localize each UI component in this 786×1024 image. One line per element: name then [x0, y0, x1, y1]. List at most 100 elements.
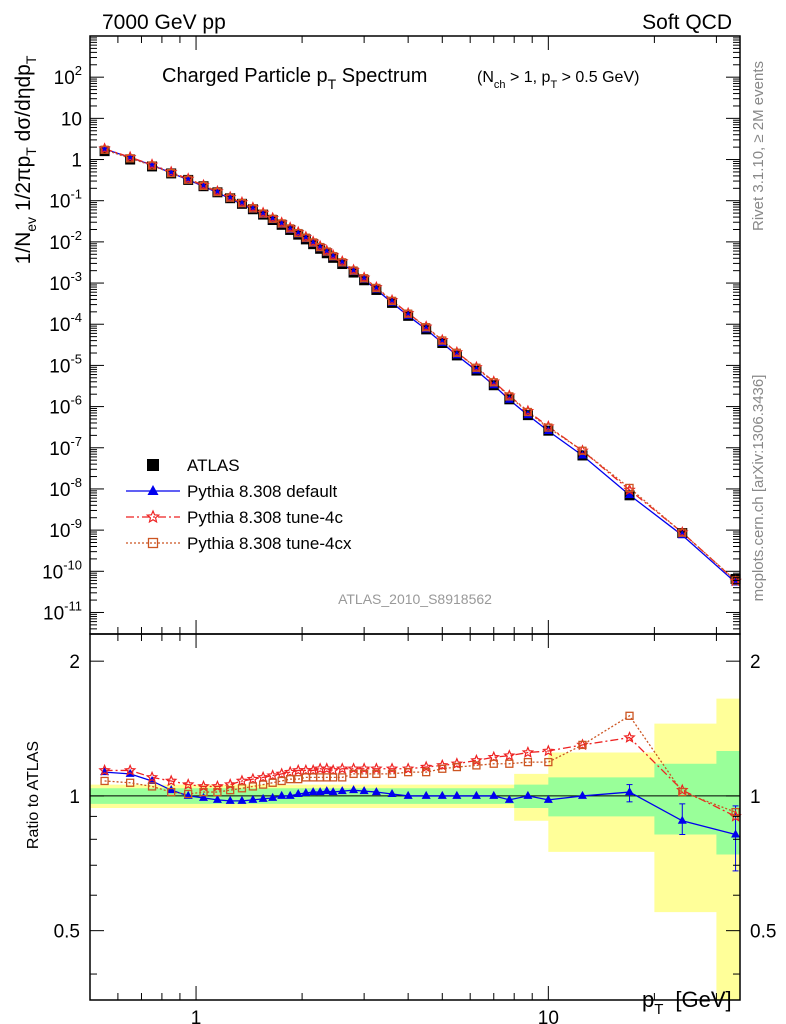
- main-point-3: [268, 214, 277, 223]
- ratio-band-inner: [90, 750, 740, 855]
- main-point-3: [338, 258, 347, 267]
- ratio-point-1: [337, 786, 347, 795]
- main-point-3: [184, 175, 193, 184]
- ratio-point-3: [438, 764, 447, 773]
- ratio-point-3: [489, 759, 498, 768]
- main-point-3: [286, 224, 295, 233]
- header-left: 7000 GeV pp: [102, 11, 226, 34]
- ratio-point-3: [147, 782, 157, 791]
- ratio-point-3: [277, 776, 286, 786]
- ratio-band-outer: [90, 698, 740, 1000]
- ratio-point-3: [268, 778, 277, 787]
- ratio-y-tick-label-right: 1: [750, 787, 761, 808]
- ratio-point-2: [326, 763, 340, 776]
- ratio-point-1: [268, 792, 278, 801]
- main-plot-series: [98, 142, 742, 587]
- legend-label: Pythia 8.308 default: [187, 482, 338, 501]
- ratio-point-2: [164, 774, 178, 787]
- ratio-point-1: [421, 790, 431, 799]
- tick-marks: [89, 36, 740, 1000]
- legend-label: Pythia 8.308 tune-4c: [187, 508, 343, 527]
- legend-label: ATLAS: [187, 456, 240, 475]
- ratio-point-3: [505, 759, 514, 768]
- main-point-1: [625, 489, 635, 498]
- y-tick-label: 10-1: [49, 187, 82, 213]
- ratio-point-2: [145, 770, 159, 783]
- ratio-point-1: [301, 788, 311, 797]
- ratio-point-1: [277, 790, 287, 799]
- header-right: Soft QCD: [642, 11, 732, 34]
- ratio-point-1: [731, 829, 741, 838]
- ratio-point-3: [167, 787, 176, 797]
- y-tick-label: 10-4: [49, 310, 82, 336]
- ratio-point-2: [181, 778, 195, 790]
- main-point-3: [213, 187, 222, 197]
- main-point-3: [199, 181, 208, 190]
- ratio-point-2: [123, 763, 137, 776]
- ratio-point-1: [349, 785, 359, 794]
- ratio-point-3: [248, 782, 258, 791]
- y-tick-label: 10-7: [49, 434, 82, 460]
- ratio-point-2: [235, 774, 249, 787]
- ratio-point-3: [258, 780, 268, 789]
- main-point-3: [678, 528, 687, 537]
- main-point-3: [387, 296, 397, 306]
- main-point-3: [258, 209, 268, 218]
- y-tick-label: 10-8: [49, 475, 82, 501]
- ratio-point-3: [338, 773, 347, 782]
- main-point-3: [452, 348, 462, 357]
- main-point-3: [237, 198, 247, 208]
- ratio-y-tick-label: 2: [69, 652, 80, 673]
- legend: ATLAS Pythia 8.308 default Pythia 8.308 tu…: [126, 456, 352, 553]
- main-point-3: [403, 309, 413, 318]
- mcplots-label: mcplots.cern.ch [arXiv:1306.3436]: [750, 375, 767, 602]
- ratio-point-2: [98, 763, 111, 776]
- main-point-3: [322, 247, 331, 256]
- ratio-point-3: [452, 762, 462, 772]
- ratio-point-3: [544, 757, 553, 767]
- main-point-3: [147, 161, 157, 170]
- ratio-point-1: [403, 790, 413, 799]
- ratio-y-tick-label: 1: [69, 787, 80, 808]
- main-point-3: [472, 363, 481, 372]
- main-point-3: [125, 154, 135, 163]
- rivet-label: Rivet 3.1.10, ≥ 2M events: [750, 61, 767, 231]
- ratio-point-1: [504, 794, 514, 803]
- x-tick-label: 1: [191, 1008, 202, 1024]
- ratio-point-2: [470, 753, 483, 766]
- ratio-point-3: [578, 740, 587, 750]
- ratio-point-1: [359, 786, 369, 795]
- y-tick-label: 10-3: [49, 269, 82, 295]
- legend-label: Pythia 8.308 tune-4cx: [187, 534, 352, 553]
- ratio-point-1: [371, 787, 381, 796]
- ratio-point-1: [237, 795, 247, 804]
- ratio-point-3: [422, 768, 431, 777]
- ratio-point-1: [293, 788, 303, 797]
- ratio-frame: [89, 633, 741, 1001]
- ratio-point-2: [256, 770, 270, 783]
- ratio-point-1: [437, 790, 447, 799]
- ratio-point-3: [625, 711, 634, 720]
- y-tick-label: 10-10: [42, 557, 82, 583]
- ratio-point-1: [543, 794, 553, 803]
- ratio-point-2: [275, 767, 288, 780]
- ratio-point-1: [523, 790, 533, 799]
- main-point-3: [301, 233, 311, 242]
- ratio-point-2: [623, 731, 636, 743]
- main-point-3: [625, 483, 634, 493]
- ratio-point-1: [199, 792, 209, 801]
- x-tick-label: 10: [538, 1008, 559, 1024]
- y-tick-label: 10-5: [49, 351, 82, 377]
- ratio-point-2: [266, 769, 279, 781]
- ratio-point-3: [199, 787, 208, 797]
- ratio-y-axis-title: Ratio to ATLAS: [25, 741, 42, 849]
- main-point-3: [294, 228, 303, 238]
- main-point-3: [372, 283, 381, 293]
- main-point-3: [505, 392, 514, 401]
- y-axis-title: 1/Nev 1/2πpT dσ/dηdpT: [12, 55, 39, 264]
- ratio-point-3: [349, 769, 358, 779]
- ratio-point-1: [452, 790, 462, 799]
- main-point-3: [226, 193, 235, 202]
- ratio-point-3: [472, 761, 481, 770]
- ratio-point-2: [503, 749, 516, 761]
